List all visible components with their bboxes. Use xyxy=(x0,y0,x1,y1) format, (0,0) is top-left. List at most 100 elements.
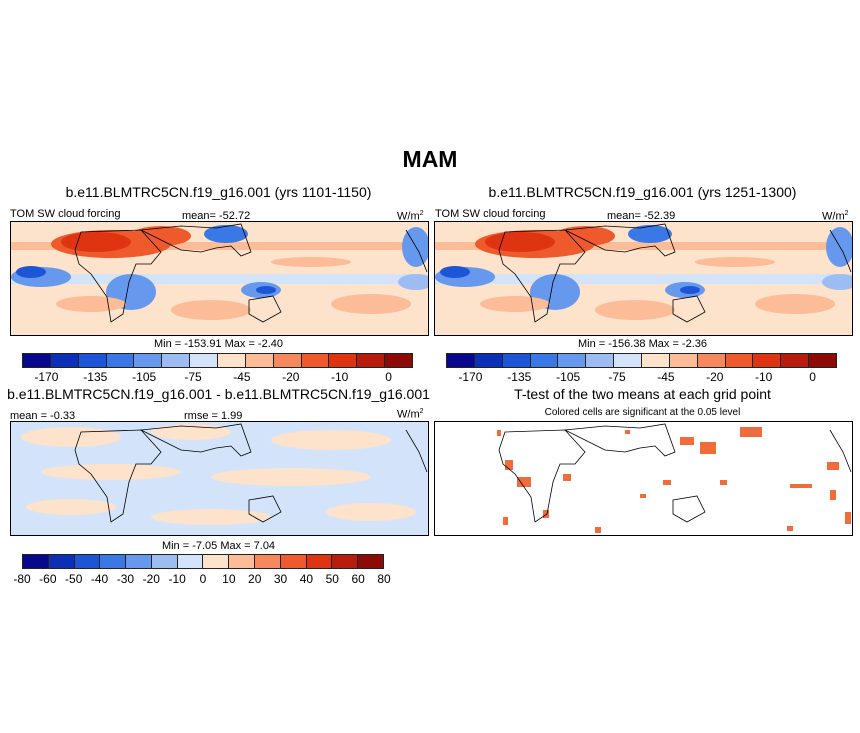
colorbar-swatch xyxy=(586,354,615,367)
colorbar-swatch xyxy=(358,555,383,568)
colorbar-tick-label: -20 xyxy=(706,370,724,384)
figure-title: MAM xyxy=(402,146,458,172)
map-bottom-right xyxy=(434,421,853,536)
colorbar-tick-label: -135 xyxy=(507,370,532,384)
units-label-top-right: W/m2 xyxy=(822,210,849,223)
colorbar-swatch xyxy=(203,555,230,568)
minmax-top-left: Min = -153.91 Max = -2.40 xyxy=(153,338,283,350)
colorbar-tick-label: -105 xyxy=(132,370,157,384)
colorbar-tick-label: -40 xyxy=(90,572,109,586)
colorbar-swatch xyxy=(558,354,587,367)
colorbar-swatch xyxy=(229,555,256,568)
colorbar-swatch xyxy=(273,354,302,367)
colorbar-swatch xyxy=(329,354,358,367)
map-top-right xyxy=(434,221,853,336)
units-label-bottom-left: W/m2 xyxy=(397,408,424,421)
colorbar-swatch xyxy=(502,354,531,367)
colorbar-tick-label: -170 xyxy=(34,370,59,384)
colorbar-swatch xyxy=(218,354,246,367)
colorbar-swatch xyxy=(245,354,274,367)
colorbar-swatch xyxy=(106,354,135,367)
colorbar-tick-label: -60 xyxy=(39,572,57,586)
colorbar-top-left xyxy=(22,353,413,368)
colorbar-bottom-left xyxy=(22,554,384,569)
colorbar-tick-label: -105 xyxy=(556,370,581,384)
variable-label-top-right: TOM SW cloud forcing xyxy=(435,208,546,220)
colorbar-tick-label: 20 xyxy=(248,572,262,586)
colorbar-tick-label: 50 xyxy=(325,572,339,586)
panel-title-top-left: b.e11.BLMTRC5CN.f19_g16.001 (yrs 1101-11… xyxy=(65,184,372,200)
colorbar-ticks-top-right: -170 -135 -105 -75 -45 -20 -10 0 xyxy=(446,370,837,384)
colorbar-tick-label: 0 xyxy=(385,370,392,384)
colorbar-tick-label: -30 xyxy=(116,572,135,586)
colorbar-ticks-top-left: -170 -135 -105 -75 -45 -20 -10 0 xyxy=(22,370,413,384)
colorbar-tick-label: -170 xyxy=(458,370,483,384)
colorbar-tick-label: -20 xyxy=(142,572,160,586)
colorbar-swatch xyxy=(357,354,386,367)
colorbar-swatch xyxy=(447,354,475,367)
colorbar-tick-label: -10 xyxy=(331,370,349,384)
variable-label-top-left: TOM SW cloud forcing xyxy=(10,208,121,220)
rmse-label-bottom-left: rmse = 1.99 xyxy=(184,410,243,422)
colorbar-tick-label: -45 xyxy=(657,370,675,384)
mean-label-bottom-left: mean = -0.33 xyxy=(10,410,76,422)
colorbar-swatch xyxy=(151,555,178,568)
panel-title-bottom-left: b.e11.BLMTRC5CN.f19_g16.001 - b.e11.BLMT… xyxy=(7,386,430,402)
colorbar-swatch xyxy=(753,354,782,367)
map-top-left xyxy=(10,221,429,336)
mean-label-top-right: mean= -52.39 xyxy=(607,210,676,222)
colorbar-swatch xyxy=(255,555,281,568)
colorbar-swatch xyxy=(48,555,75,568)
map-bottom-left xyxy=(10,421,429,536)
colorbar-swatch xyxy=(162,354,191,367)
units-label-top-left: W/m2 xyxy=(397,210,424,223)
colorbar-tick-label: 30 xyxy=(273,572,288,586)
colorbar-tick-label: -80 xyxy=(13,572,31,586)
panel-title-bottom-right: T-test of the two means at each grid poi… xyxy=(514,386,771,402)
colorbar-swatch xyxy=(306,555,333,568)
mean-label-top-left: mean= -52.72 xyxy=(182,210,251,222)
colorbar-swatch xyxy=(614,354,643,367)
colorbar-swatch xyxy=(177,555,204,568)
colorbar-swatch xyxy=(23,555,49,568)
colorbar-tick-label: 60 xyxy=(351,572,365,586)
colorbar-swatch xyxy=(809,354,837,367)
minmax-top-right: Min = -156.38 Max = -2.36 xyxy=(577,338,707,350)
colorbar-tick-label: -50 xyxy=(65,572,83,586)
colorbar-swatch xyxy=(385,354,413,367)
panel-subtitle-bottom-right: Colored cells are significant at the 0.0… xyxy=(544,407,741,418)
colorbar-swatch xyxy=(725,354,754,367)
colorbar-tick-label: -10 xyxy=(168,572,186,586)
colorbar-swatch xyxy=(530,354,559,367)
colorbar-tick-label: 40 xyxy=(299,572,314,586)
colorbar-swatch xyxy=(781,354,810,367)
colorbar-swatch xyxy=(669,354,698,367)
colorbar-tick-label: 0 xyxy=(809,370,816,384)
colorbar-swatch xyxy=(301,354,330,367)
panel-title-top-right: b.e11.BLMTRC5CN.f19_g16.001 (yrs 1251-13… xyxy=(488,184,797,200)
colorbar-tick-label: 10 xyxy=(222,572,236,586)
colorbar-swatch xyxy=(23,354,51,367)
colorbar-swatch xyxy=(697,354,726,367)
colorbar-swatch xyxy=(332,555,359,568)
colorbar-swatch xyxy=(280,555,307,568)
colorbar-top-right xyxy=(446,353,837,368)
colorbar-tick-label: -75 xyxy=(184,370,202,384)
colorbar-tick-label: -10 xyxy=(755,370,773,384)
colorbar-tick-label: 0 xyxy=(199,572,207,586)
colorbar-tick-label: -135 xyxy=(83,370,108,384)
colorbar-swatch xyxy=(126,555,152,568)
colorbar-ticks-bottom-left: -80 -60 -50 -40 -30 -20 -10 0 10 20 30 40 50 60 80 xyxy=(13,572,390,586)
colorbar-swatch xyxy=(74,555,101,568)
minmax-bottom-left: Min = -7.05 Max = 7.04 xyxy=(161,540,276,552)
colorbar-swatch xyxy=(190,354,219,367)
colorbar-swatch xyxy=(78,354,107,367)
colorbar-swatch xyxy=(50,354,79,367)
colorbar-tick-label: 80 xyxy=(377,572,391,586)
colorbar-swatch xyxy=(134,354,163,367)
colorbar-tick-label: -45 xyxy=(233,370,251,384)
colorbar-swatch xyxy=(474,354,503,367)
colorbar-tick-label: -75 xyxy=(608,370,626,384)
colorbar-swatch xyxy=(642,354,670,367)
colorbar-tick-label: -20 xyxy=(282,370,300,384)
